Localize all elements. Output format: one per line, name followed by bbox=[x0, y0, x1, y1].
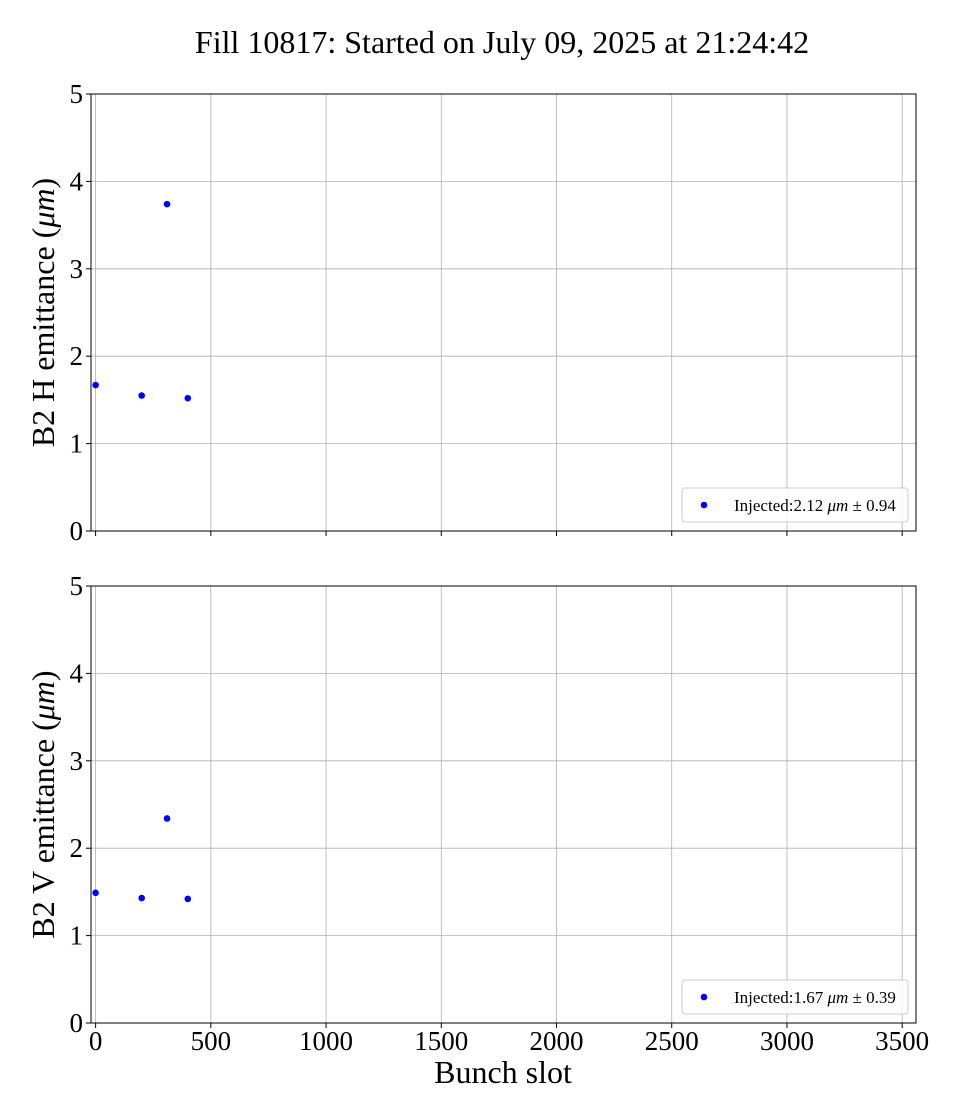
y-tick-label: 3 bbox=[70, 746, 84, 776]
y-axis-label-text: B2 V emittance ( bbox=[25, 720, 61, 938]
data-point bbox=[163, 815, 171, 822]
legend-label-prefix: Injected:1.67 bbox=[734, 988, 827, 1007]
x-tick-label: 0 bbox=[89, 1026, 103, 1056]
data-point bbox=[138, 392, 145, 399]
chart-title: Fill 10817: Started on July 09, 2025 at … bbox=[195, 24, 809, 60]
legend-frame bbox=[681, 979, 909, 1015]
legend-label: Injected:2.12 μm ± 0.94 bbox=[734, 496, 896, 515]
x-axis-label: Bunch slot bbox=[434, 1054, 572, 1090]
axes-frame bbox=[90, 585, 917, 1024]
x-tick-label: 3500 bbox=[875, 1026, 929, 1056]
legend-marker bbox=[700, 501, 708, 509]
x-tick-label: 2500 bbox=[645, 1026, 699, 1056]
y-tick-label: 1 bbox=[70, 921, 84, 951]
legend-label-unit: μm bbox=[826, 496, 848, 515]
y-axis-label-close: ) bbox=[25, 178, 61, 189]
y-tick-label: 0 bbox=[70, 516, 84, 546]
y-tick-label: 3 bbox=[70, 254, 84, 284]
data-point bbox=[92, 889, 99, 897]
y-tick-label: 0 bbox=[70, 1008, 84, 1038]
legend: Injected:1.67 μm ± 0.39 bbox=[681, 979, 909, 1015]
legend-label-suffix: ± 0.94 bbox=[848, 496, 896, 515]
legend-marker bbox=[700, 993, 708, 1001]
data-point bbox=[184, 895, 192, 903]
data-point bbox=[184, 394, 192, 402]
y-tick-label: 4 bbox=[70, 658, 84, 688]
x-tick-label: 1000 bbox=[299, 1026, 353, 1056]
x-tick-label: 500 bbox=[191, 1026, 232, 1056]
legend: Injected:2.12 μm ± 0.94 bbox=[681, 487, 909, 523]
y-tick-label: 2 bbox=[70, 833, 84, 863]
y-tick-label: 5 bbox=[70, 571, 84, 601]
legend-label-unit: μm bbox=[826, 988, 848, 1007]
y-axis-label: B2 H emittance (μm) bbox=[25, 178, 61, 447]
legend-label-suffix: ± 0.39 bbox=[848, 988, 896, 1007]
y-tick-label: 5 bbox=[70, 79, 84, 109]
data-point bbox=[163, 200, 171, 208]
y-axis-label-text: B2 H emittance ( bbox=[25, 228, 61, 447]
y-tick-label: 4 bbox=[70, 166, 84, 196]
subplot-2: 0 500 1000 1500 2000 2500 3000 3500 0 1 2 3 4 5 B2 V e… bbox=[25, 571, 929, 1056]
y-tick-label: 2 bbox=[70, 341, 84, 371]
data-point bbox=[138, 894, 145, 902]
x-tick-label: 3000 bbox=[760, 1026, 814, 1056]
y-axis-label-unit: μm bbox=[25, 189, 61, 229]
y-axis-label-unit: μm bbox=[25, 681, 61, 721]
data-point bbox=[92, 381, 99, 389]
x-tick-label: 2000 bbox=[530, 1026, 584, 1056]
y-axis-label-close: ) bbox=[25, 670, 61, 681]
legend-label: Injected:1.67 μm ± 0.39 bbox=[734, 988, 896, 1007]
legend-frame bbox=[681, 487, 909, 523]
y-axis-label: B2 V emittance (μm) bbox=[25, 670, 61, 938]
x-tick-label: 1500 bbox=[414, 1026, 468, 1056]
legend-label-prefix: Injected:2.12 bbox=[734, 496, 827, 515]
axes-frame bbox=[90, 93, 917, 532]
y-tick-label: 1 bbox=[70, 429, 84, 459]
